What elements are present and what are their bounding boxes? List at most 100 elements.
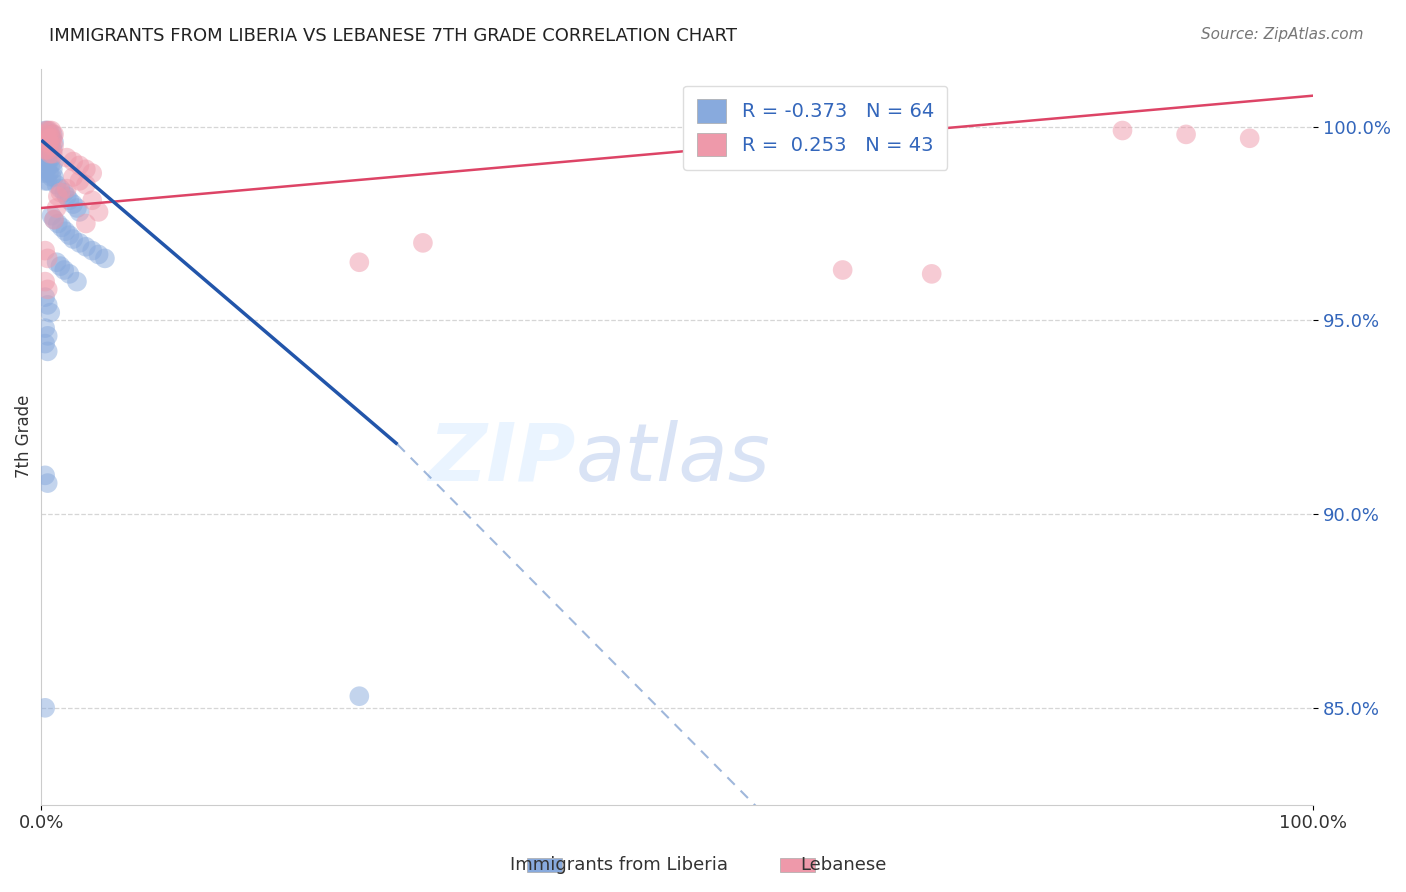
Point <box>1175 128 1198 142</box>
Point <box>412 235 434 250</box>
Text: ZIP: ZIP <box>429 419 575 498</box>
Point <box>94 252 117 266</box>
Point <box>58 228 80 243</box>
Point <box>49 186 72 200</box>
Point <box>34 135 56 149</box>
Point <box>39 305 62 319</box>
Point <box>41 139 63 153</box>
Point <box>42 212 65 227</box>
Point <box>41 209 63 223</box>
Point <box>75 217 97 231</box>
Point <box>45 178 67 192</box>
Point <box>46 189 69 203</box>
Point <box>42 154 65 169</box>
Point <box>45 255 67 269</box>
Point <box>45 201 67 215</box>
Point <box>34 701 56 715</box>
Point <box>35 135 58 149</box>
Point <box>37 476 59 491</box>
Point <box>1111 123 1133 137</box>
Point <box>349 689 371 703</box>
Text: IMMIGRANTS FROM LIBERIA VS LEBANESE 7TH GRADE CORRELATION CHART: IMMIGRANTS FROM LIBERIA VS LEBANESE 7TH … <box>49 27 737 45</box>
Point <box>35 162 58 177</box>
Point <box>37 252 59 266</box>
Point <box>42 128 65 142</box>
Point <box>87 247 110 261</box>
Point <box>34 290 56 304</box>
Point <box>38 131 60 145</box>
Point <box>62 197 84 211</box>
Point <box>62 232 84 246</box>
Point <box>69 235 91 250</box>
Point <box>34 123 56 137</box>
Point <box>58 267 80 281</box>
Point <box>82 244 104 258</box>
Point <box>42 143 65 157</box>
Point <box>34 174 56 188</box>
Point <box>55 224 77 238</box>
Point <box>62 154 84 169</box>
Point <box>55 151 77 165</box>
Point <box>42 162 65 177</box>
Point <box>39 146 62 161</box>
Point <box>38 123 60 137</box>
Point <box>49 259 72 273</box>
Text: atlas: atlas <box>575 419 770 498</box>
Point <box>58 193 80 207</box>
Point <box>82 166 104 180</box>
Text: Lebanese: Lebanese <box>800 856 887 874</box>
Point <box>41 123 63 137</box>
Point <box>35 123 58 137</box>
Point <box>42 169 65 184</box>
Point <box>37 143 59 157</box>
Y-axis label: 7th Grade: 7th Grade <box>15 395 32 478</box>
Point <box>66 201 89 215</box>
Point <box>37 329 59 343</box>
Text: Source: ZipAtlas.com: Source: ZipAtlas.com <box>1201 27 1364 42</box>
Point <box>49 181 72 195</box>
Point <box>75 162 97 177</box>
Point <box>75 240 97 254</box>
Point <box>34 336 56 351</box>
Point <box>32 151 55 165</box>
Point <box>37 139 59 153</box>
Point <box>51 220 73 235</box>
Point <box>34 468 56 483</box>
Point <box>62 169 84 184</box>
Point <box>35 143 58 157</box>
Point <box>39 158 62 172</box>
Point <box>66 275 89 289</box>
Point <box>831 263 853 277</box>
Point <box>37 123 59 137</box>
Point <box>1239 131 1261 145</box>
Point <box>37 282 59 296</box>
Legend: R = -0.373   N = 64, R =  0.253   N = 43: R = -0.373 N = 64, R = 0.253 N = 43 <box>683 86 948 170</box>
Point <box>921 267 943 281</box>
Point <box>34 143 56 157</box>
Point <box>69 174 91 188</box>
Point <box>34 275 56 289</box>
Point <box>69 205 91 219</box>
Point <box>37 131 59 145</box>
Point <box>37 174 59 188</box>
Point <box>46 217 69 231</box>
Point <box>34 128 56 142</box>
Point <box>37 298 59 312</box>
Point <box>38 135 60 149</box>
Point <box>39 128 62 142</box>
Point <box>39 139 62 153</box>
Point <box>69 158 91 172</box>
Point <box>42 135 65 149</box>
Point <box>35 131 58 145</box>
Point <box>42 212 65 227</box>
Point <box>32 166 55 180</box>
Point <box>34 154 56 169</box>
Point <box>75 178 97 192</box>
Text: Immigrants from Liberia: Immigrants from Liberia <box>509 856 728 874</box>
Point <box>42 131 65 145</box>
Point <box>42 139 65 153</box>
Point <box>38 146 60 161</box>
Point <box>41 131 63 145</box>
Point <box>37 344 59 359</box>
Point <box>55 181 77 195</box>
